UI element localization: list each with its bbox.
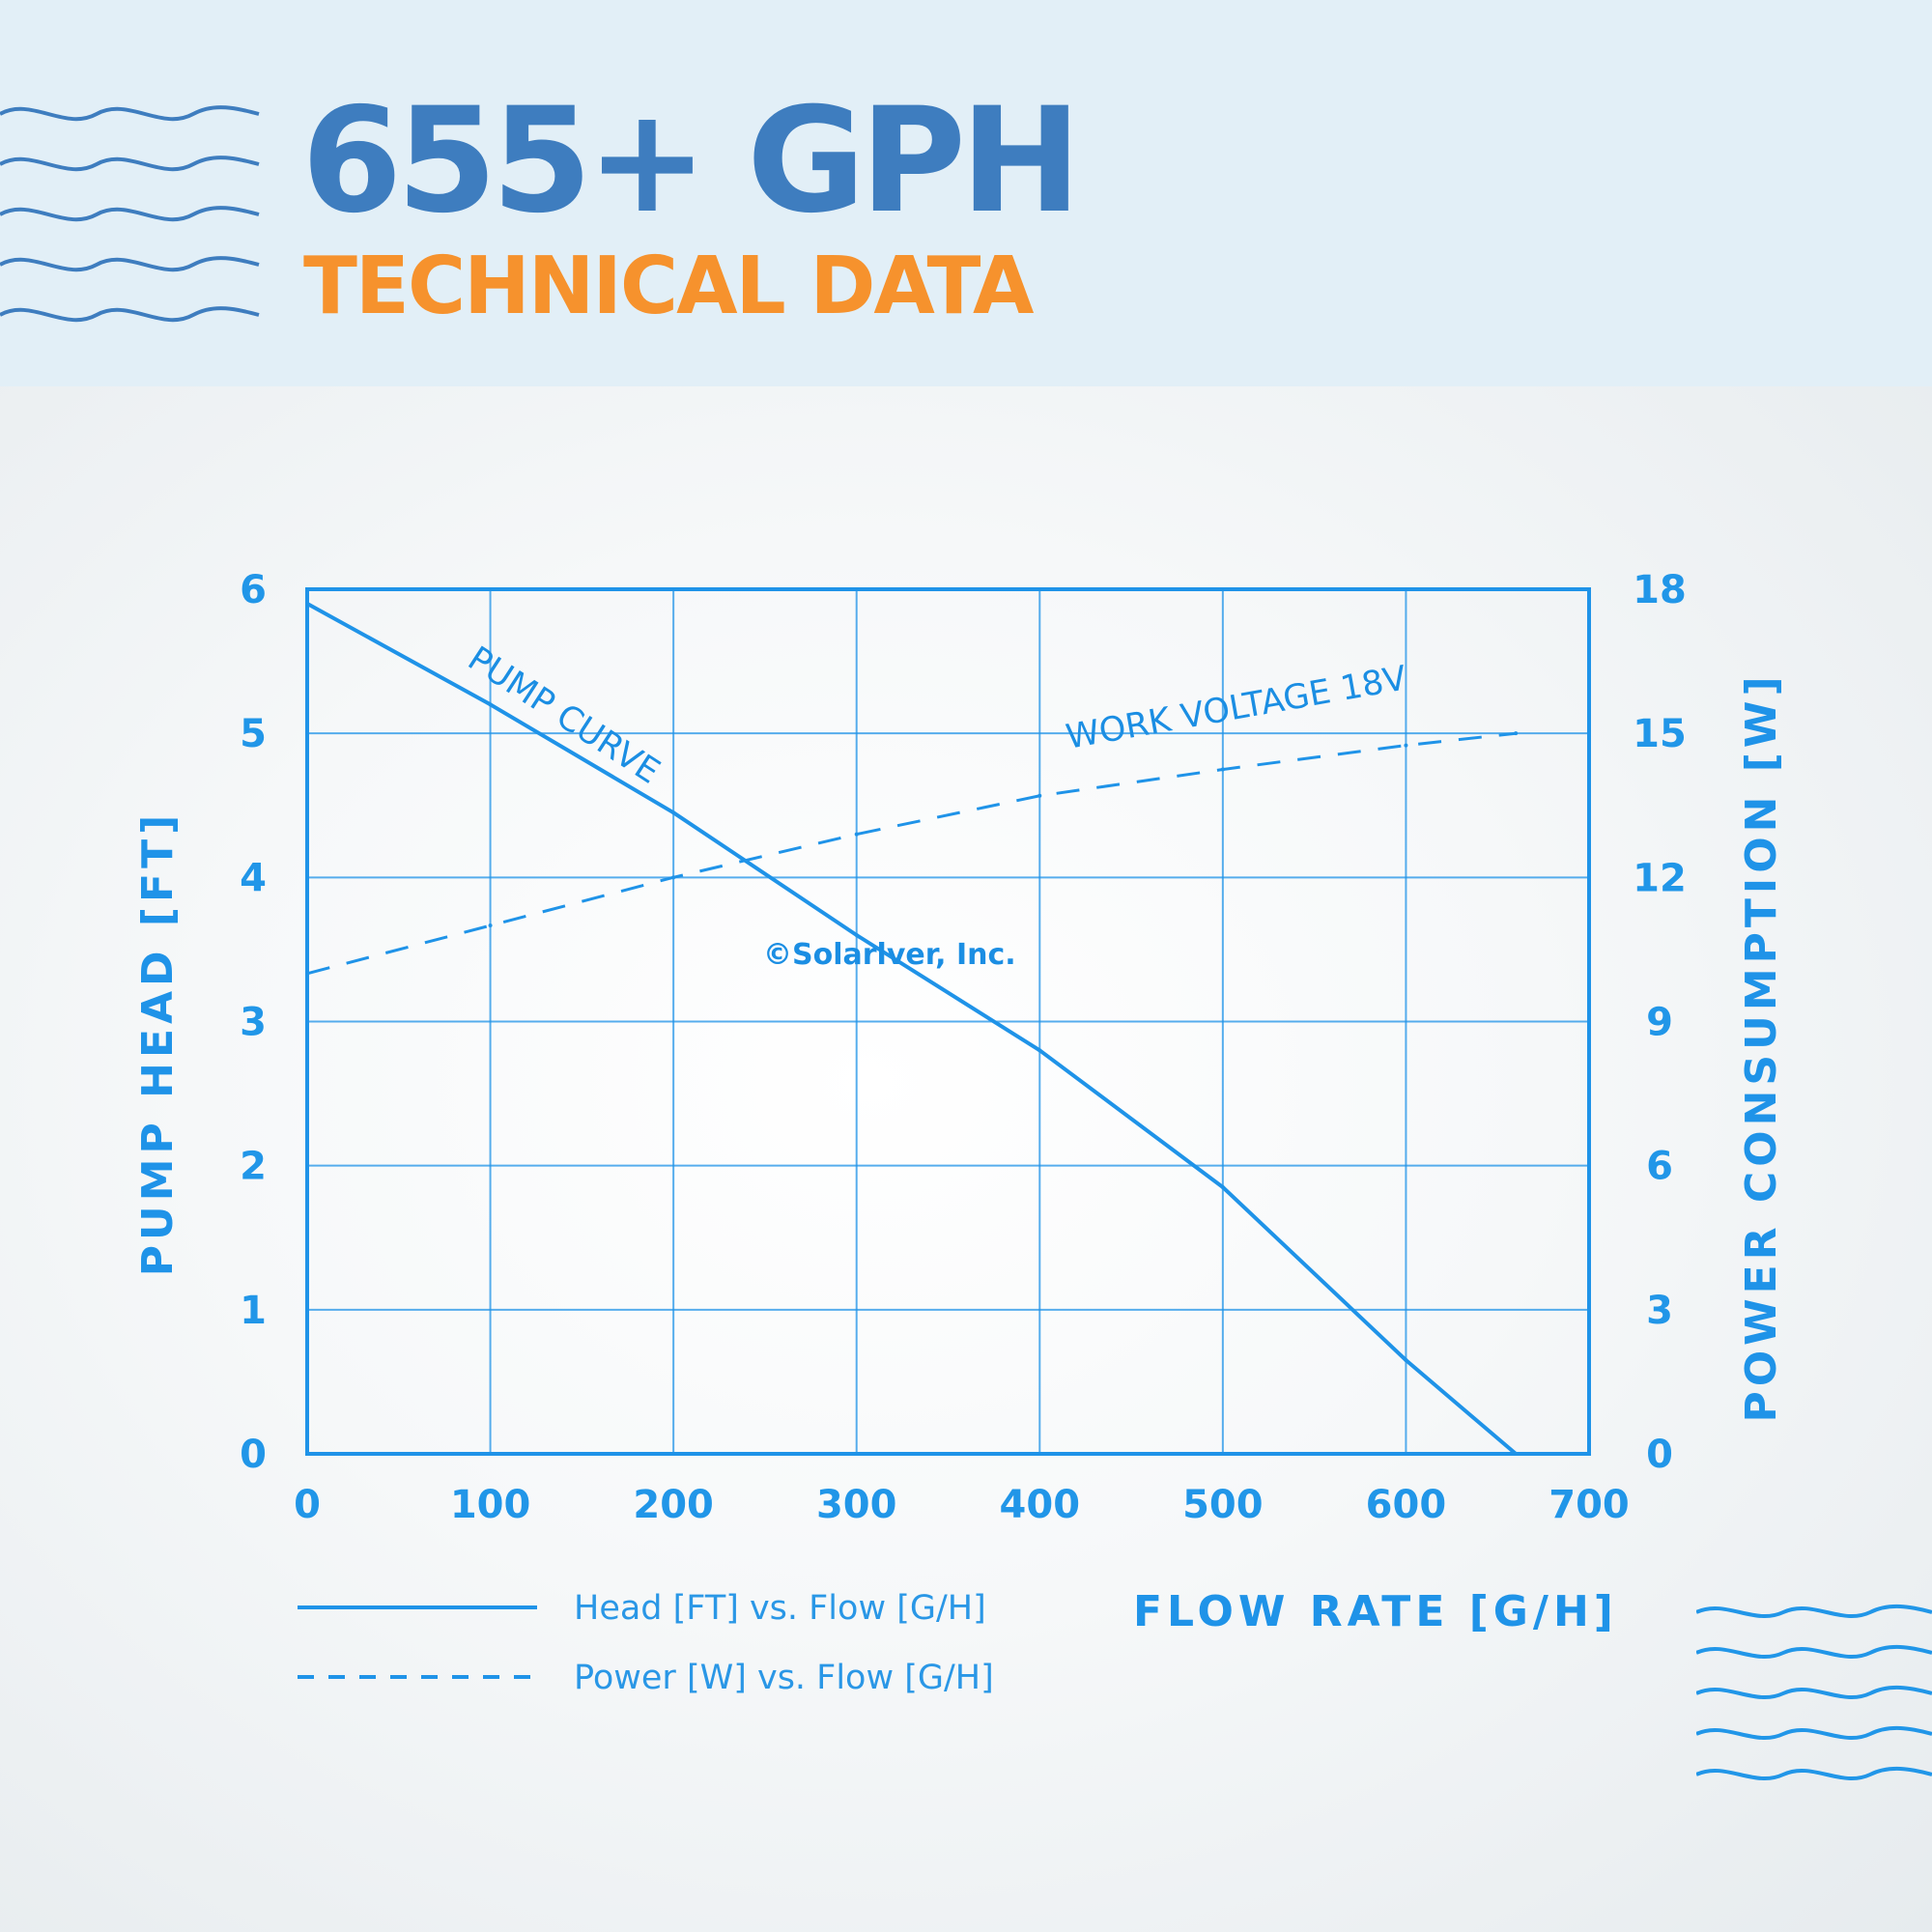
- power-data-point: [671, 875, 676, 880]
- y2-tick-label: 9: [1646, 1001, 1673, 1045]
- power-data-point: [1037, 793, 1042, 798]
- x-tick-label: 500: [1182, 1483, 1264, 1527]
- y-axis-title: PUMP HEAD [FT]: [133, 810, 183, 1276]
- power-curve-line: [306, 731, 1517, 976]
- page-subtitle: TECHNICAL DATA: [303, 241, 1035, 332]
- y-tick-label: 1: [240, 1289, 267, 1333]
- power-data-point: [1220, 767, 1225, 772]
- y-tick-label: 3: [240, 1001, 267, 1045]
- head-data-point: [1514, 1452, 1519, 1456]
- y2-tick-label: 12: [1633, 856, 1687, 900]
- head-data-point: [1220, 1185, 1225, 1190]
- head-data-point: [488, 702, 493, 707]
- head-data-point: [854, 933, 859, 937]
- background-photo-area: [0, 386, 1932, 1932]
- head-data-point: [671, 810, 676, 815]
- x-tick-label: 400: [1000, 1483, 1081, 1527]
- legend-head-label: Head [FT] vs. Flow [G/H]: [574, 1589, 986, 1628]
- power-data-point: [305, 971, 309, 976]
- y2-axis-title: POWER CONSUMPTION [W]: [1737, 671, 1786, 1422]
- head-data-point: [305, 601, 309, 606]
- y2-tick-label: 6: [1646, 1145, 1673, 1189]
- page-title: 655+ GPH: [301, 77, 1082, 245]
- wave-lines-icon: [1696, 1604, 1932, 1780]
- plot-frame: [305, 587, 1591, 1456]
- annotation-work-voltage: WORK VOLTAGE 18V: [1064, 659, 1410, 756]
- header-band: 655+ GPH TECHNICAL DATA: [0, 0, 1932, 386]
- head-data-point: [1037, 1048, 1042, 1053]
- y-tick-label: 2: [240, 1145, 267, 1189]
- x-tick-label: 600: [1366, 1483, 1447, 1527]
- x-tick-label: 0: [294, 1483, 321, 1527]
- y-tick-label: 0: [240, 1433, 267, 1477]
- x-tick-label: 100: [450, 1483, 531, 1527]
- power-data-point: [488, 923, 493, 928]
- y2-tick-label: 18: [1633, 568, 1687, 612]
- y-tick-label: 4: [240, 856, 267, 900]
- head-data-point: [1404, 1358, 1408, 1363]
- y2-tick-label: 0: [1646, 1433, 1673, 1477]
- legend-power-label: Power [W] vs. Flow [G/H]: [574, 1659, 994, 1697]
- power-data-point: [1404, 743, 1408, 748]
- annotation-pump-curve: PUMP CURVE: [461, 639, 667, 792]
- y2-tick-label: 15: [1633, 712, 1687, 756]
- x-tick-label: 700: [1548, 1483, 1630, 1527]
- x-tick-label: 200: [633, 1483, 714, 1527]
- x-axis-title: FLOW RATE [G/H]: [1133, 1587, 1618, 1636]
- chart-grid: [305, 587, 1591, 1456]
- wave-lines-icon: [0, 105, 260, 323]
- copyright-watermark: ©Solarlver, Inc.: [763, 938, 1016, 972]
- head-curve-line: [306, 602, 1518, 1456]
- y2-tick-label: 3: [1646, 1289, 1673, 1333]
- y-tick-label: 5: [240, 712, 267, 756]
- x-tick-label: 300: [816, 1483, 897, 1527]
- power-data-point: [1514, 731, 1519, 736]
- power-data-point: [854, 832, 859, 837]
- chart-series: [305, 601, 1519, 1456]
- y-tick-label: 6: [240, 568, 267, 612]
